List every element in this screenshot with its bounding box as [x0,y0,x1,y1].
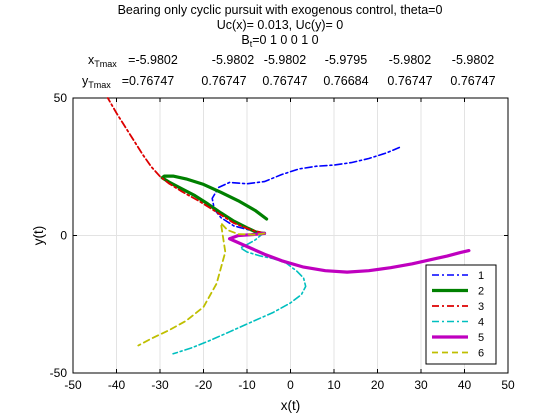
x-tmax-value: -5.9802 [211,53,255,67]
x-tick-label: 10 [327,378,341,392]
series-line-6 [137,222,266,347]
x-tick-label: -40 [108,378,126,392]
legend-box [425,264,497,365]
legend: 1 2 3 4 5 6 [425,264,497,365]
bt-sub: t [249,39,253,49]
ticks: -50 -40 -30 -20 -10 0 10 20 30 40 50 -50 0 50 [50,91,515,392]
x-tick-label: -30 [151,378,169,392]
series-line-2 [160,174,269,235]
legend-label: 3 [478,301,484,313]
legend-label: 2 [478,286,484,298]
x-tick-label: -50 [64,378,82,392]
y-tmax-value: =0.76747 [121,74,175,88]
y-axis-label: y(t) [31,226,46,246]
y-tick-label: 50 [54,91,68,105]
series-line-1 [211,146,401,235]
y-tmax-label: yTmax [82,74,111,90]
y-tick-label: 0 [60,229,67,243]
x-tick-label: -20 [195,378,213,392]
y-tmax-value: 0.76684 [323,74,369,88]
x-tmax-label: xTmax [88,53,117,69]
x-tick-label: 50 [501,378,515,392]
legend-label: 1 [478,270,484,282]
y-tick-label: -50 [50,366,68,380]
x-tick-label: 30 [414,378,428,392]
series-line-4 [172,232,307,355]
x-tmax-value: -5.9795 [324,53,368,67]
x-tick-label: 40 [458,378,472,392]
bt-base: B [241,33,250,47]
x-tmax-value: -5.9802 [388,53,432,67]
series-layer [106,97,471,355]
chart-title-bt: Bt=0 1 0 0 1 0 [0,33,560,51]
x-tmax-value: =-5.9802 [128,53,178,67]
x-tmax-value: -5.9802 [451,53,495,67]
y-tmax-value: 0.76747 [450,74,496,88]
x-tmax-value: -5.9802 [263,53,307,67]
series-line-5 [228,231,471,274]
bt-values: =0 1 0 0 1 0 [252,33,319,47]
legend-label: 5 [478,332,484,344]
legend-label: 4 [478,317,484,329]
y-tmax-value: 0.76747 [387,74,433,88]
series-line-3 [106,97,266,235]
chart-title-line-2: Uc(x)= 0.013, Uc(y)= 0 [216,18,344,32]
x-tick-label: -10 [238,378,256,392]
chart-title-line-1: Bearing only cyclic pursuit with exogeno… [117,3,443,17]
y-tmax-value: 0.76747 [262,74,308,88]
y-tmax-value: 0.76747 [201,74,247,88]
legend-label: 6 [478,348,484,360]
x-tick-label: 0 [287,378,294,392]
x-axis-label: x(t) [281,398,301,413]
x-tick-label: 20 [371,378,385,392]
